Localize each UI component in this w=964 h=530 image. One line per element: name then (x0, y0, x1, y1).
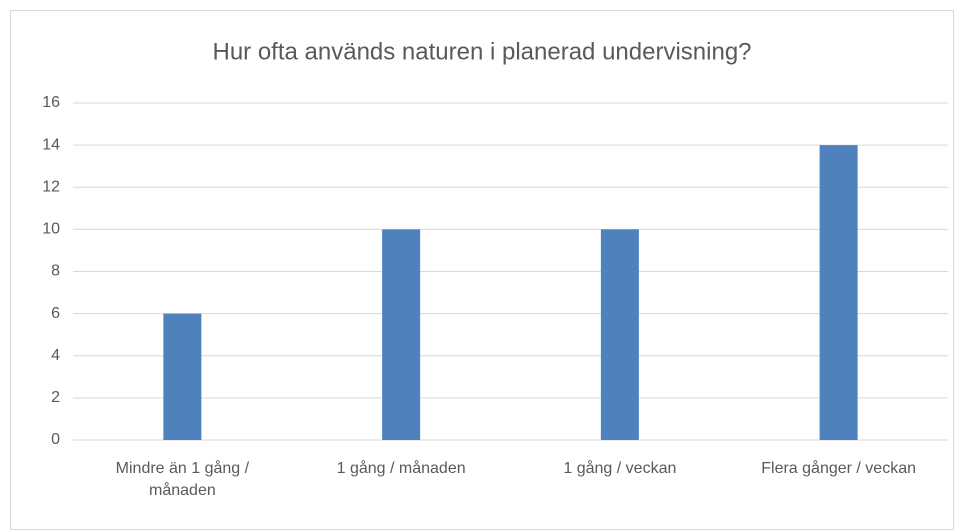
bar (819, 145, 858, 440)
y-tick-label: 6 (51, 305, 60, 322)
x-tick-label: 1 gång / månaden (336, 460, 466, 477)
chart-title: Hur ofta används naturen i planerad unde… (212, 38, 751, 65)
y-tick-label: 8 (51, 263, 60, 280)
y-tick-label: 12 (42, 178, 60, 195)
y-tick-label: 14 (42, 136, 60, 153)
y-tick-label: 16 (42, 94, 60, 111)
y-tick-label: 0 (51, 431, 60, 448)
x-tick-label: Mindre än 1 gång / månaden (115, 460, 250, 499)
x-tick-label: 1 gång / veckan (563, 460, 677, 477)
y-tick-label: 10 (42, 221, 60, 238)
x-tick-label: Flera gånger / veckan (761, 460, 916, 477)
bar (600, 229, 639, 440)
y-tick-label: 2 (51, 389, 60, 406)
y-tick-label: 4 (51, 347, 60, 364)
bar (163, 313, 202, 440)
bar (382, 229, 421, 440)
